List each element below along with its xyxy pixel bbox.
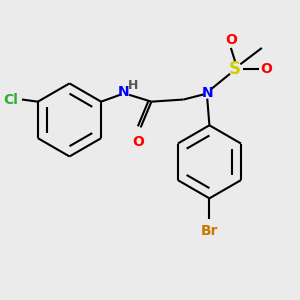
Text: N: N	[118, 85, 129, 99]
Text: Br: Br	[201, 224, 218, 238]
Text: S: S	[229, 60, 241, 78]
Text: O: O	[133, 135, 144, 149]
Text: O: O	[225, 33, 237, 47]
Text: Cl: Cl	[4, 92, 19, 106]
Text: N: N	[201, 86, 213, 100]
Text: H: H	[128, 79, 138, 92]
Text: O: O	[261, 62, 272, 76]
